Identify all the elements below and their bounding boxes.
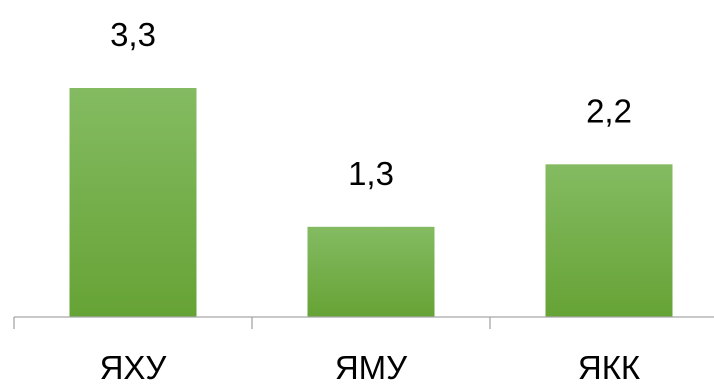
data-label-3: 2,2 bbox=[586, 92, 632, 129]
x-axis bbox=[13, 316, 714, 329]
category-label-1: ЯХУ bbox=[100, 349, 168, 386]
labels: 3,3 ЯХУ 1,3 ЯМУ 2,2 ЯКК bbox=[100, 16, 641, 386]
category-label-2: ЯМУ bbox=[335, 349, 408, 386]
data-label-1: 3,3 bbox=[110, 16, 156, 53]
bar-2 bbox=[307, 226, 435, 317]
category-label-3: ЯКК bbox=[578, 349, 641, 386]
data-label-2: 1,3 bbox=[348, 155, 394, 192]
bar-3 bbox=[545, 164, 673, 317]
bar-1 bbox=[69, 88, 197, 317]
bars bbox=[69, 88, 673, 317]
